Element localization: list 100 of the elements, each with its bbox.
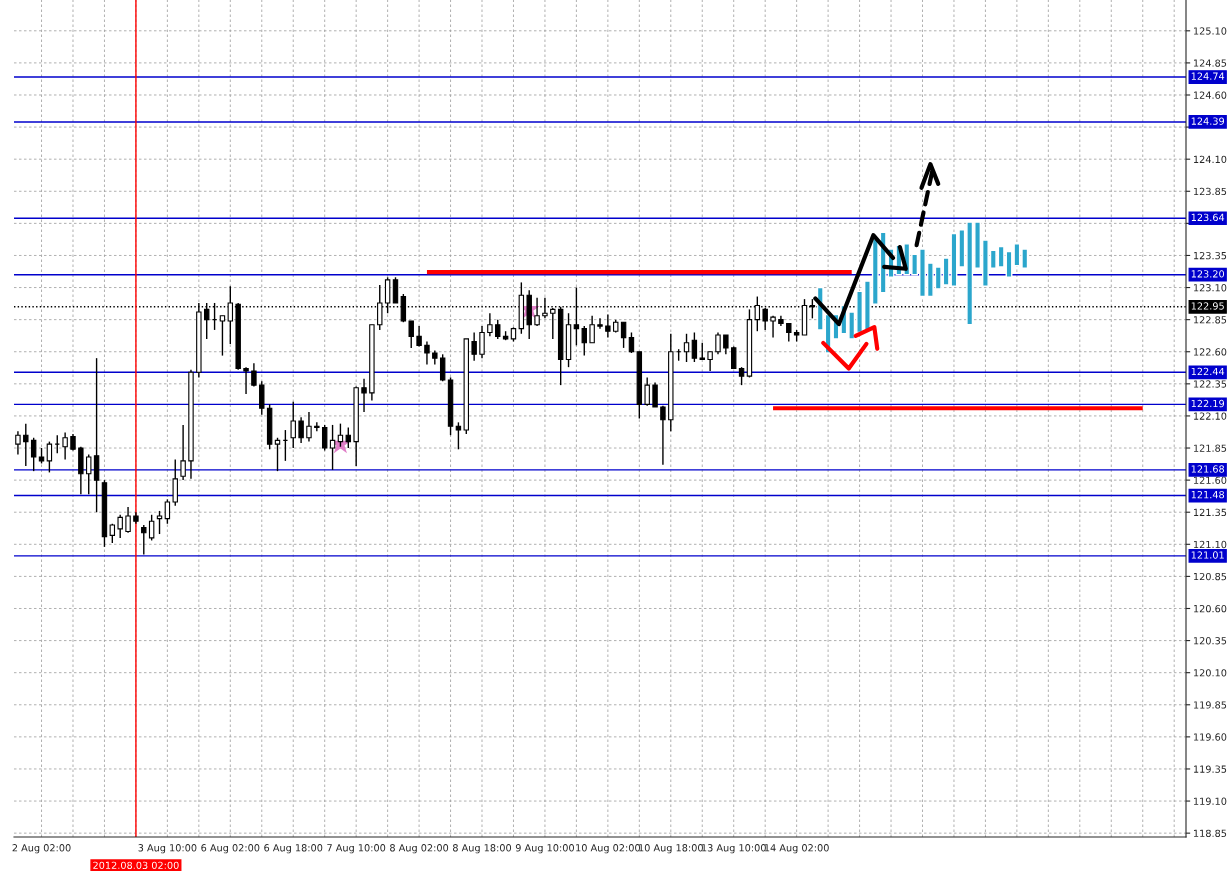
candlestick	[164, 498, 171, 525]
ref-line-label: 122.19	[1191, 399, 1225, 408]
candlestick	[620, 321, 627, 349]
candlestick	[172, 458, 178, 507]
candlestick	[259, 380, 265, 416]
x-tick-label: 6 Aug 02:00	[201, 844, 260, 854]
y-tick-label: 120.85	[1194, 572, 1227, 581]
y-tick-label: 121.60	[1194, 476, 1227, 484]
y-tick-label: 123.85	[1194, 187, 1227, 196]
candlestick	[644, 376, 650, 407]
candlestick	[487, 312, 493, 338]
ref-line-label: 121.68	[1191, 465, 1225, 473]
candlestick	[227, 285, 234, 345]
candlestick	[156, 510, 163, 535]
candlestick	[471, 331, 477, 362]
candlestick	[691, 331, 698, 363]
candlestick	[542, 297, 548, 320]
y-tick-label: 121.10	[1194, 540, 1227, 549]
y-tick-label: 118.85	[1194, 829, 1227, 837]
ref-line-label: 121.01	[1191, 551, 1224, 559]
ref-line-label: 124.39	[1191, 117, 1225, 125]
ref-line-label: 123.20	[1191, 270, 1225, 278]
candlestick	[439, 353, 446, 382]
y-tick-label: 125.10	[1194, 27, 1227, 35]
x-tick-label: 6 Aug 18:00	[264, 844, 323, 854]
y-tick-label: 120.35	[1194, 637, 1227, 645]
candlestick	[290, 401, 296, 449]
candlestick	[361, 378, 367, 413]
candlestick	[495, 318, 501, 340]
candlestick	[298, 416, 304, 444]
candlestick	[125, 506, 131, 534]
x-tick-label: 2012.08.03 02:00	[93, 861, 179, 869]
candlestick	[86, 453, 92, 495]
candlestick	[219, 315, 226, 357]
y-tick-label: 124.60	[1194, 91, 1227, 99]
ref-line-label: 123.64	[1191, 213, 1225, 222]
candlestick	[455, 421, 462, 451]
ref-line-label: 124.74	[1191, 72, 1225, 80]
y-tick-label: 119.35	[1194, 765, 1227, 773]
y-tick-label: 121.85	[1194, 444, 1227, 452]
candlestick	[408, 320, 414, 349]
x-tick-label: 8 Aug 18:00	[452, 844, 512, 854]
candlestick	[274, 437, 281, 472]
x-tick-label: 10 Aug 02:00	[576, 844, 640, 854]
y-tick-label: 121.35	[1194, 508, 1227, 517]
x-tick-label: 7 Aug 10:00	[327, 844, 386, 854]
y-tick-label: 123.10	[1194, 284, 1227, 292]
y-tick-label: 120.10	[1194, 669, 1227, 677]
x-tick-label: 3 Aug 10:00	[138, 844, 197, 854]
candlestick	[424, 340, 430, 366]
candlestick	[141, 524, 147, 556]
y-tick-label: 120.60	[1194, 604, 1227, 613]
x-tick-label: 10 Aug 18:00	[639, 844, 703, 854]
candlestick	[243, 366, 249, 395]
candlestick	[628, 331, 635, 354]
y-tick-label: 122.85	[1194, 316, 1227, 324]
candlestick	[180, 424, 186, 481]
ref-line-label: 122.95	[1191, 302, 1224, 310]
x-tick-label: 9 Aug 10:00	[515, 844, 574, 854]
candlestick	[15, 430, 21, 456]
x-tick-label: 14 Aug 02:00	[764, 844, 829, 854]
y-tick-label: 124.10	[1194, 155, 1227, 164]
candlestick	[392, 276, 399, 304]
candlestick	[46, 440, 53, 474]
candlestick	[416, 325, 422, 348]
candlestick	[723, 334, 729, 356]
candlestick	[715, 331, 721, 356]
candlestick	[306, 411, 312, 443]
candlestick	[479, 325, 485, 359]
candlestick	[683, 333, 690, 363]
candlestick	[605, 313, 611, 339]
x-tick-label: 13 Aug 10:00	[702, 844, 766, 854]
candlestick	[581, 325, 587, 357]
y-tick-label: 119.60	[1194, 733, 1227, 741]
y-tick-label: 119.85	[1194, 701, 1227, 709]
candlestick	[329, 424, 336, 471]
candlestick	[534, 297, 540, 327]
y-tick-label: 123.35	[1194, 251, 1227, 260]
candlestick	[707, 351, 713, 372]
x-tick-label: 8 Aug 02:00	[390, 844, 449, 854]
candlestick	[30, 437, 37, 472]
candlestick	[23, 422, 29, 467]
y-tick-label: 124.85	[1194, 59, 1227, 67]
candlestick	[117, 514, 123, 539]
ref-line-label: 122.44	[1191, 367, 1225, 375]
y-tick-label: 122.60	[1194, 348, 1227, 356]
ref-line-label: 121.48	[1191, 490, 1225, 499]
candlestick	[148, 514, 155, 542]
candlestick	[597, 317, 603, 330]
y-tick-label: 122.35	[1194, 380, 1227, 388]
candlestick	[314, 421, 320, 433]
y-tick-label: 122.10	[1194, 412, 1227, 420]
candlestick	[589, 315, 595, 344]
y-tick-label: 119.10	[1194, 797, 1227, 805]
candlestick	[345, 426, 352, 449]
candlestick	[652, 381, 658, 408]
candlestick	[660, 404, 666, 466]
candlestick	[62, 431, 68, 461]
x-tick-label: 2 Aug 02:00	[12, 844, 71, 854]
candlestick	[321, 424, 328, 452]
